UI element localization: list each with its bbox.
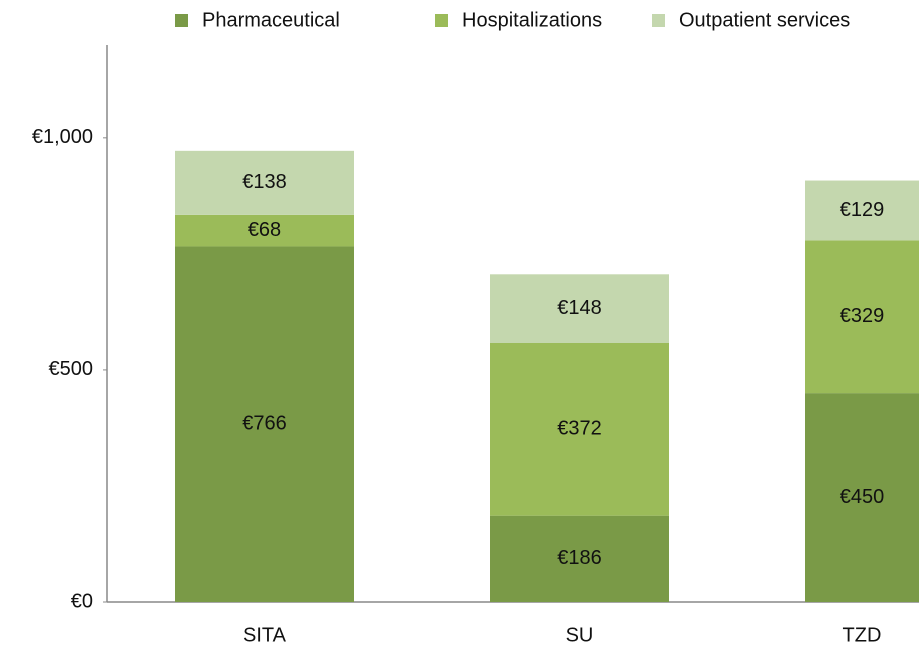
y-tick-label: €500 <box>49 358 94 380</box>
value-label: €68 <box>248 219 281 241</box>
value-label: €129 <box>840 199 885 221</box>
y-tick-label: €1,000 <box>32 126 93 148</box>
bar-segment <box>175 214 354 247</box>
bar-segment <box>175 150 354 215</box>
x-tick-label: SITA <box>243 624 287 646</box>
legend-swatch <box>652 14 665 27</box>
bar-segment <box>805 393 919 602</box>
value-label: €138 <box>242 171 287 193</box>
value-label: €148 <box>557 297 602 319</box>
x-tick-label: TZD <box>843 624 882 646</box>
bar-segment <box>805 180 919 241</box>
bar-segment <box>805 240 919 394</box>
value-label: €329 <box>840 305 885 327</box>
bar-segment <box>490 342 669 516</box>
value-label: €186 <box>557 547 602 569</box>
legend-label: Pharmaceutical <box>202 9 340 31</box>
y-tick-label: €0 <box>71 590 93 612</box>
bar-segment <box>490 515 669 602</box>
bar-segment <box>175 246 354 602</box>
bar-segment <box>490 274 669 343</box>
legend-swatch <box>175 14 188 27</box>
x-tick-label: SU <box>566 624 594 646</box>
value-label: €450 <box>840 486 885 508</box>
value-label: €372 <box>557 418 602 440</box>
legend-label: Outpatient services <box>679 9 850 31</box>
value-label: €766 <box>242 413 287 435</box>
legend-label: Hospitalizations <box>462 9 602 31</box>
legend-swatch <box>435 14 448 27</box>
